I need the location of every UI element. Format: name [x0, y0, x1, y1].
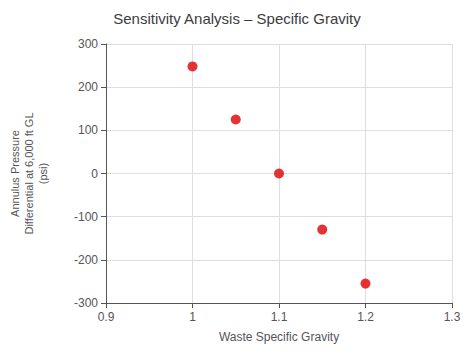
svg-text:1: 1	[189, 310, 196, 324]
svg-text:1.2: 1.2	[357, 310, 374, 324]
svg-text:Differential at 6,000 ft GL: Differential at 6,000 ft GL	[23, 112, 35, 234]
svg-text:Waste Specific Gravity: Waste Specific Gravity	[219, 330, 339, 344]
svg-text:Annulus Pressure: Annulus Pressure	[9, 130, 21, 217]
svg-text:Sensitivity Analysis – Specifi: Sensitivity Analysis – Specific Gravity	[113, 10, 361, 27]
svg-text:-300: -300	[74, 296, 98, 310]
svg-text:0.9: 0.9	[98, 310, 115, 324]
svg-text:100: 100	[78, 123, 98, 137]
svg-text:0: 0	[91, 167, 98, 181]
svg-text:300: 300	[78, 37, 98, 51]
svg-text:1.3: 1.3	[444, 310, 461, 324]
svg-text:200: 200	[78, 80, 98, 94]
svg-text:-100: -100	[74, 210, 98, 224]
svg-text:1.1: 1.1	[271, 310, 288, 324]
svg-text:(psi): (psi)	[37, 163, 49, 184]
svg-text:-200: -200	[74, 253, 98, 267]
